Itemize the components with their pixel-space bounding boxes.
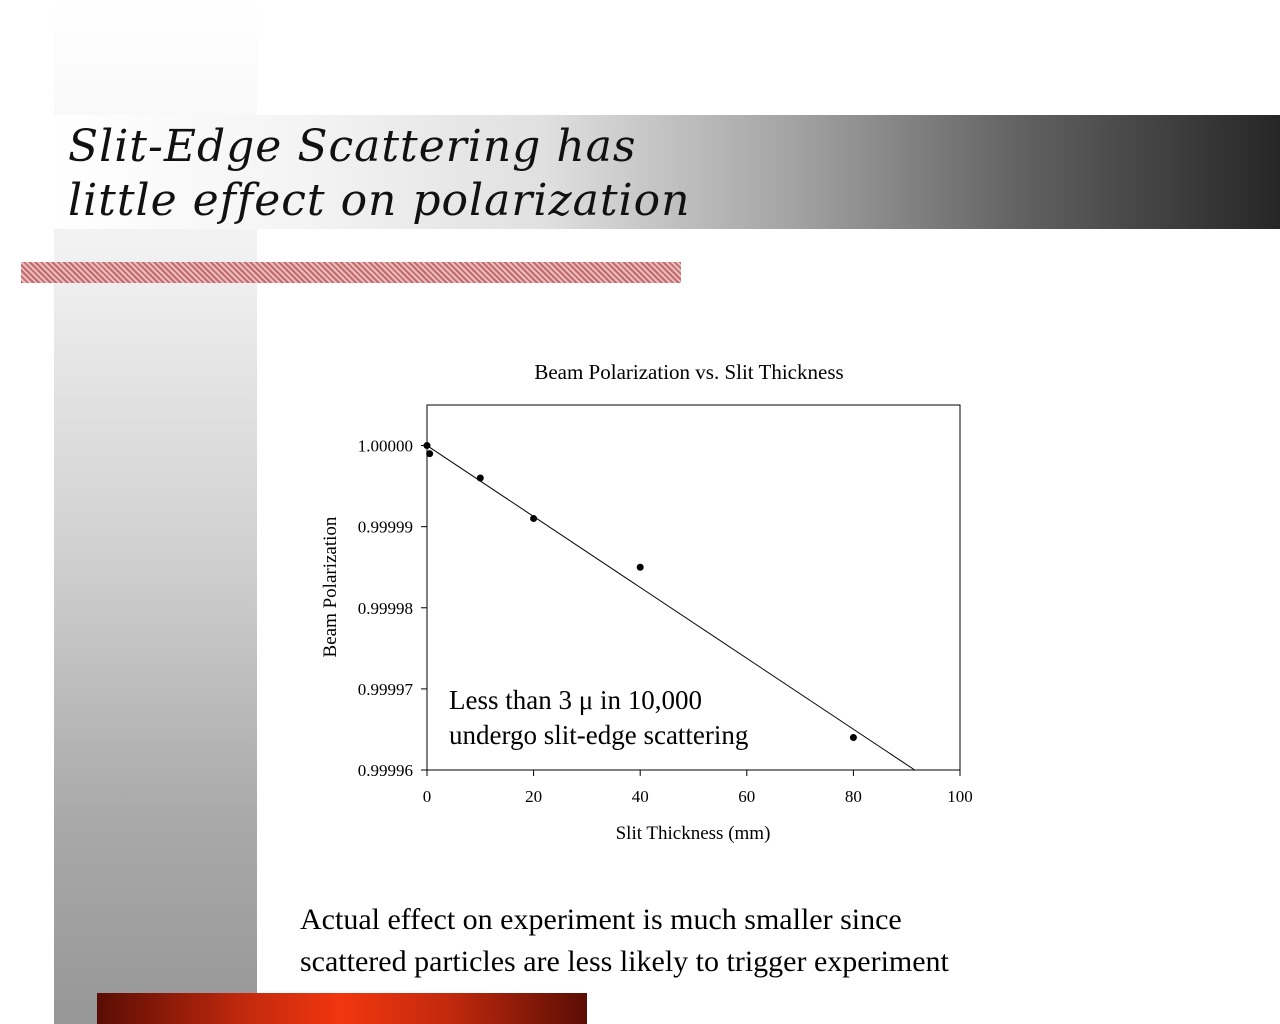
y-tick-label: 0.99998 [358,599,413,618]
x-tick-label: 40 [632,787,649,806]
chart-title: Beam Polarization vs. Slit Thickness [534,360,843,384]
slide-title-line-1: Slit-Edge Scattering has [68,121,637,172]
y-tick-label: 0.99996 [358,761,413,780]
y-tick-label: 1.00000 [358,437,413,456]
slide-title: Slit-Edge Scattering has little effect o… [68,120,690,228]
hatched-divider-bar [21,262,681,283]
x-axis-label: Slit Thickness (mm) [616,823,771,844]
annotation-line-2: undergo slit-edge scattering [449,720,748,750]
data-point [849,734,857,742]
data-point [476,474,484,482]
x-tick-label: 0 [423,787,432,806]
annotation-line-1: Less than 3 μ in 10,000 [449,685,702,715]
x-tick-label: 80 [845,787,862,806]
y-axis-label: Beam Polarization [320,516,341,657]
data-point [426,450,434,458]
x-axis-ticks: 0 20 40 60 80 100 [423,770,973,806]
bottom-accent-bar [97,993,587,1024]
x-tick-label: 100 [947,787,973,806]
linear-trendline [426,445,915,771]
footnote: Actual effect on experiment is much smal… [300,899,949,983]
x-tick-label: 60 [738,787,755,806]
y-tick-label: 0.99997 [358,680,414,699]
x-tick-label: 20 [525,787,542,806]
y-axis-ticks: 1.00000 0.99999 0.99998 0.99997 0.99996 [358,437,427,780]
footnote-line-2: scattered particles are less likely to t… [300,945,949,978]
title-gradient-band [54,115,1280,229]
y-tick-label: 0.99999 [358,518,413,537]
footnote-line-1: Actual effect on experiment is much smal… [300,903,902,936]
data-points [423,442,857,742]
plot-area-frame [426,404,961,771]
data-point [636,563,644,571]
data-point [423,442,431,450]
slide-title-line-2: little effect on polarization [68,175,691,226]
data-point [530,515,538,523]
